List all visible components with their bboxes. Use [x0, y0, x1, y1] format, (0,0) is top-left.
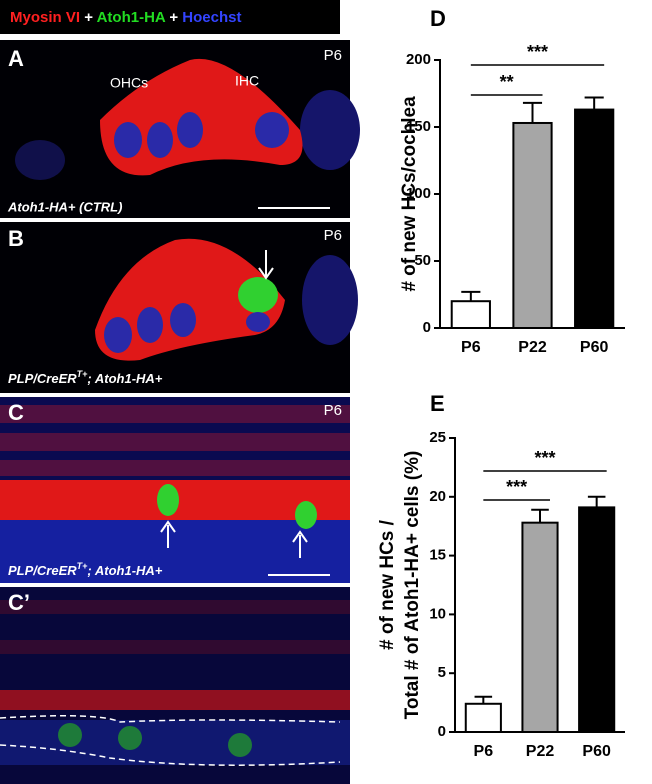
caption-tail: ; Atoh1-HA+ — [87, 371, 162, 386]
x-tick-label: P6 — [461, 339, 481, 356]
panel-c-prime — [0, 587, 350, 784]
y-axis-title: # of new HCs / — [377, 519, 398, 650]
y-tick-label: 150 — [406, 118, 431, 135]
caption-tail: ; Atoh1-HA+ — [87, 563, 162, 578]
significance-label: ** — [500, 72, 514, 92]
bar — [574, 108, 615, 329]
y-tick-label: 100 — [406, 185, 431, 202]
panel-letter: C — [8, 400, 24, 425]
x-tick-label: P22 — [526, 743, 555, 760]
y-tick-label: 50 — [414, 252, 431, 269]
panel-letter: D — [430, 6, 446, 31]
legend-plus: + — [84, 9, 93, 26]
legend-line: Myosin VI + Atoh1-HA + Hoechst — [10, 9, 241, 26]
significance-label: *** — [527, 42, 548, 62]
bar — [578, 506, 616, 733]
ohc-label: OHCs — [110, 75, 148, 91]
caption-sup: T+ — [77, 369, 88, 379]
legend-hoechst: Hoechst — [182, 9, 241, 26]
y-tick-label: 25 — [429, 429, 446, 446]
significance-label: *** — [534, 448, 555, 468]
age-label: P6 — [324, 402, 342, 419]
panel-a — [0, 40, 360, 218]
y-tick-label: 200 — [406, 51, 431, 68]
y-axis-title: Total # of Atoh1-HA+ cells (%) — [402, 451, 423, 720]
y-tick-label: 15 — [429, 547, 446, 564]
significance-label: *** — [506, 477, 527, 497]
y-tick-label: 10 — [429, 605, 446, 622]
y-tick-label: 0 — [423, 319, 431, 336]
bar — [464, 702, 502, 734]
age-label: P6 — [324, 227, 342, 244]
caption: PLP/CreERT+; Atoh1-HA+ — [8, 369, 163, 386]
legend-atoh: Atoh1-HA — [97, 9, 166, 26]
panel-letter: E — [430, 391, 445, 416]
panel-letter: A — [8, 46, 24, 71]
ihc-label: IHC — [235, 73, 259, 89]
caption: PLP/CreERT+; Atoh1-HA+ — [8, 561, 163, 578]
caption-sup: T+ — [77, 561, 88, 571]
legend-myosin: Myosin VI — [10, 9, 80, 26]
legend-plus: + — [169, 9, 178, 26]
age-label: P6 — [324, 47, 342, 64]
caption-main: PLP/CreER — [8, 371, 77, 386]
caption-main: PLP/CreER — [8, 563, 77, 578]
bar — [450, 300, 491, 330]
bar — [512, 121, 553, 330]
y-axis-title: # of new HCs/cochlea — [399, 96, 420, 292]
bar — [521, 521, 559, 733]
panel-letter: B — [8, 226, 24, 251]
x-tick-label: P6 — [474, 743, 494, 760]
x-tick-label: P60 — [580, 339, 609, 356]
y-tick-label: 0 — [438, 723, 446, 740]
panel-letter: C’ — [8, 590, 30, 615]
y-tick-label: 20 — [429, 488, 446, 505]
caption: Atoh1-HA+ (CTRL) — [7, 199, 122, 214]
x-tick-label: P22 — [518, 339, 547, 356]
panel-b — [0, 222, 358, 393]
x-tick-label: P60 — [582, 743, 611, 760]
legend-box — [0, 0, 340, 34]
panel-c — [0, 397, 350, 583]
y-tick-label: 5 — [438, 664, 446, 681]
